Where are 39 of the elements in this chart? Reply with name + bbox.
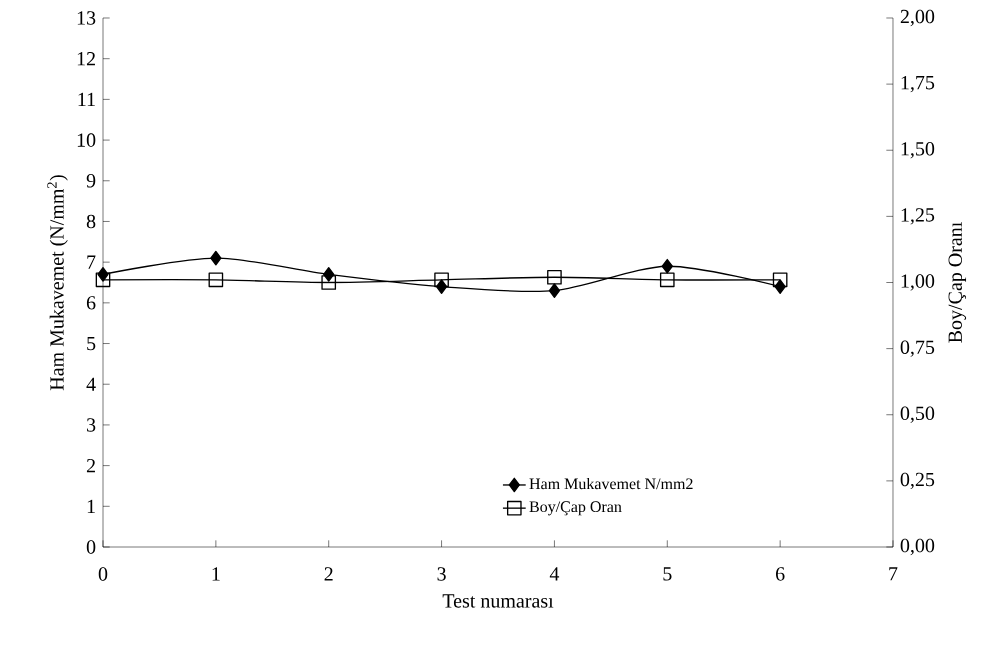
y-tick-label: 4 — [86, 377, 96, 391]
x-tick-label: 2 — [324, 567, 333, 581]
x-tick-label: 7 — [889, 567, 898, 581]
x-tick-label: 4 — [549, 567, 560, 581]
point — [661, 258, 673, 274]
y-tick-label: 0 — [86, 540, 96, 554]
x-tick-label: 0 — [98, 567, 108, 581]
y-tick-label: 2 — [86, 459, 95, 473]
y-tick-label: 6 — [86, 296, 96, 310]
y-tick-label: 5 — [87, 336, 96, 351]
y-tick-label: 8 — [86, 214, 96, 229]
y2-tick-label: 0,50 — [900, 406, 935, 423]
y2-tick-label: 1,50 — [901, 142, 935, 159]
x-tick-label: 5 — [663, 567, 672, 581]
y2-tick-label: 0,75 — [900, 340, 935, 357]
y2-tick-label: 1,00 — [901, 274, 935, 291]
y2-tick-label: 0,25 — [900, 472, 935, 490]
point — [210, 250, 222, 266]
y2-axis-title: Boy/Çap Oranı — [948, 222, 967, 343]
y-tick-label: 10 — [77, 133, 96, 147]
y-tick-label: 11 — [78, 92, 95, 106]
x-tick-label: 6 — [776, 567, 785, 581]
y-tick-label: 13 — [77, 11, 96, 25]
x-tick-label: 3 — [437, 567, 446, 581]
y-axis-title: Ham Mukavemet (N/mm$^{2}$) — [47, 175, 68, 391]
legend-label: Ham Mukavemet N/mm2 — [529, 477, 693, 490]
legend-label: Boy/Çap Oran — [529, 501, 622, 516]
y-tick-label: 12 — [77, 52, 95, 66]
y-tick-label: 9 — [86, 174, 96, 188]
point — [548, 283, 561, 298]
y-tick-label: 3 — [87, 418, 96, 432]
y-tick-label: 1 — [87, 499, 95, 513]
y2-tick-label: 2,00 — [900, 9, 935, 27]
y2-tick-label: 1,75 — [901, 75, 935, 93]
y2-tick-label: 0,00 — [900, 538, 935, 556]
x-axis-title: Test numarası — [442, 594, 554, 608]
y-tick-label: 7 — [87, 255, 96, 269]
y2-tick-label: 1,25 — [901, 208, 935, 225]
x-tick-label: 1 — [212, 567, 220, 581]
